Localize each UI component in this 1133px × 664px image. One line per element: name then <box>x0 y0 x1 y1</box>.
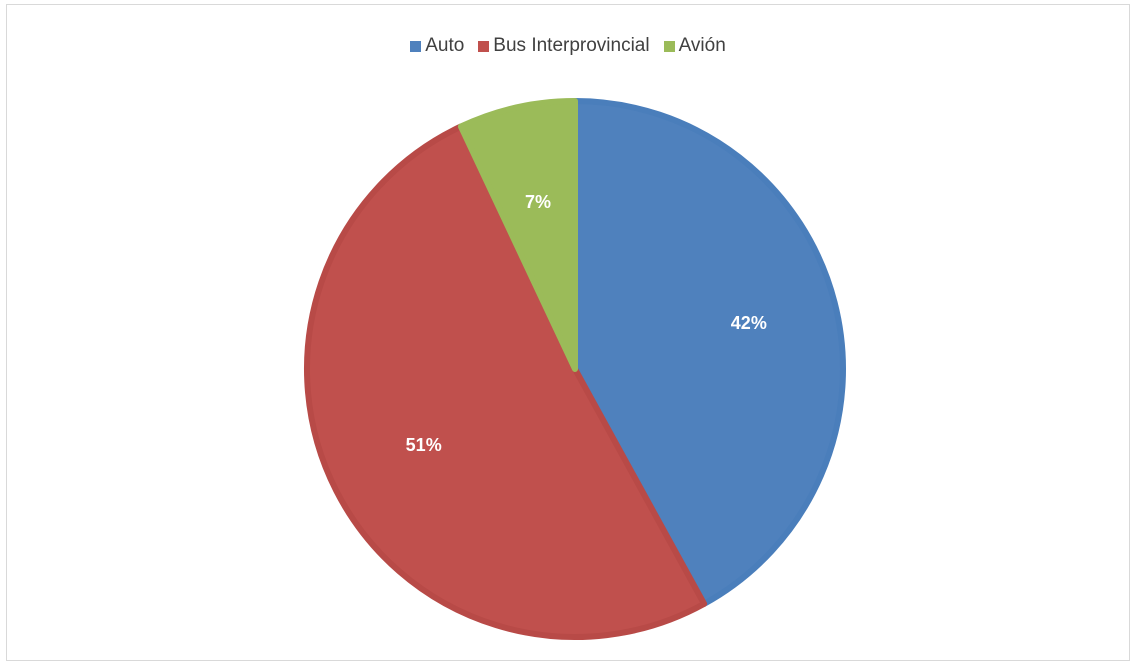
legend-item-auto: Auto <box>410 35 464 57</box>
legend-item-avion: Avión <box>663 35 726 57</box>
chart-area: Auto Bus Interprovincial Avión 42% 51% 7% <box>6 4 1130 661</box>
data-label-auto: 42% <box>731 313 767 333</box>
legend-swatch-avion <box>663 40 675 52</box>
pie-slice-auto <box>572 98 846 607</box>
legend-swatch-bus <box>478 40 490 52</box>
legend-label-avion: Avión <box>678 35 726 56</box>
legend-label-auto: Auto <box>425 35 465 56</box>
data-label-bus-interprovincial: 51% <box>406 435 442 455</box>
legend: Auto Bus Interprovincial Avión <box>7 35 1129 57</box>
pie-chart: 42% 51% 7% <box>304 98 846 640</box>
pie-slice-bus-interprovincial <box>304 123 708 640</box>
legend-label-bus: Bus Interprovincial <box>493 35 650 56</box>
pie-slice-avion <box>457 98 578 372</box>
legend-item-bus: Bus Interprovincial <box>478 35 650 57</box>
legend-swatch-auto <box>410 40 422 52</box>
data-label-avion: 7% <box>525 192 551 212</box>
